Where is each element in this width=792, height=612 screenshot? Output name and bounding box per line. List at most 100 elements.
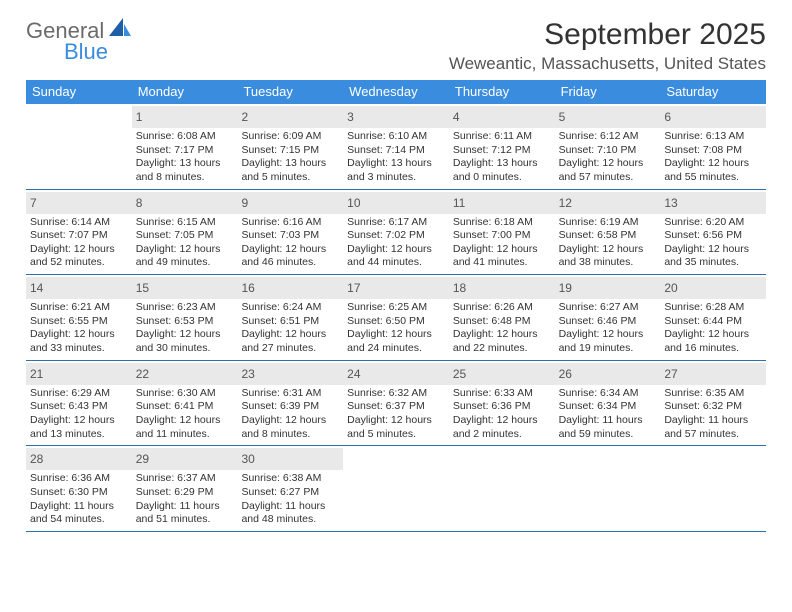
day-header: Saturday <box>660 80 766 104</box>
day-number: 24 <box>347 367 360 381</box>
day-number: 25 <box>453 367 466 381</box>
info-line: Sunset: 6:43 PM <box>30 400 128 414</box>
day-cell <box>26 104 132 189</box>
day-number-row: 26 <box>555 363 661 385</box>
day-number-row: 22 <box>132 363 238 385</box>
day-number-row: 28 <box>26 448 132 470</box>
day-info: Sunrise: 6:29 AMSunset: 6:43 PMDaylight:… <box>30 387 128 442</box>
day-number-row: 30 <box>237 448 343 470</box>
day-info: Sunrise: 6:35 AMSunset: 6:32 PMDaylight:… <box>664 387 762 442</box>
day-cell: 1Sunrise: 6:08 AMSunset: 7:17 PMDaylight… <box>132 104 238 189</box>
info-line: Daylight: 13 hours and 8 minutes. <box>136 157 234 184</box>
day-info: Sunrise: 6:21 AMSunset: 6:55 PMDaylight:… <box>30 301 128 356</box>
calendar-page: General Blue September 2025 Weweantic, M… <box>0 0 792 532</box>
day-cell: 9Sunrise: 6:16 AMSunset: 7:03 PMDaylight… <box>237 190 343 275</box>
day-number-row: 4 <box>449 106 555 128</box>
day-info: Sunrise: 6:28 AMSunset: 6:44 PMDaylight:… <box>664 301 762 356</box>
day-number: 6 <box>664 110 671 124</box>
day-cell: 8Sunrise: 6:15 AMSunset: 7:05 PMDaylight… <box>132 190 238 275</box>
info-line: Sunset: 7:10 PM <box>559 144 657 158</box>
day-number: 11 <box>453 196 465 210</box>
info-line: Sunset: 6:46 PM <box>559 315 657 329</box>
day-number: 13 <box>664 196 677 210</box>
day-cell: 12Sunrise: 6:19 AMSunset: 6:58 PMDayligh… <box>555 190 661 275</box>
info-line: Sunset: 7:15 PM <box>241 144 339 158</box>
day-cell: 19Sunrise: 6:27 AMSunset: 6:46 PMDayligh… <box>555 275 661 360</box>
day-number: 16 <box>241 281 254 295</box>
day-number: 19 <box>559 281 572 295</box>
info-line: Daylight: 12 hours and 44 minutes. <box>347 243 445 270</box>
info-line: Sunrise: 6:30 AM <box>136 387 234 401</box>
day-number-row: 17 <box>343 277 449 299</box>
day-cell: 10Sunrise: 6:17 AMSunset: 7:02 PMDayligh… <box>343 190 449 275</box>
day-number: 29 <box>136 452 149 466</box>
day-number-row: 15 <box>132 277 238 299</box>
info-line: Daylight: 13 hours and 3 minutes. <box>347 157 445 184</box>
info-line: Daylight: 12 hours and 11 minutes. <box>136 414 234 441</box>
day-cell: 3Sunrise: 6:10 AMSunset: 7:14 PMDaylight… <box>343 104 449 189</box>
day-info: Sunrise: 6:32 AMSunset: 6:37 PMDaylight:… <box>347 387 445 442</box>
info-line: Sunset: 6:44 PM <box>664 315 762 329</box>
day-number: 18 <box>453 281 466 295</box>
day-number-row: 9 <box>237 192 343 214</box>
info-line: Daylight: 12 hours and 57 minutes. <box>559 157 657 184</box>
info-line: Daylight: 13 hours and 5 minutes. <box>241 157 339 184</box>
day-number: 17 <box>347 281 360 295</box>
day-number: 14 <box>30 281 43 295</box>
info-line: Sunset: 6:30 PM <box>30 486 128 500</box>
info-line: Daylight: 12 hours and 38 minutes. <box>559 243 657 270</box>
day-cell: 21Sunrise: 6:29 AMSunset: 6:43 PMDayligh… <box>26 361 132 446</box>
day-number-row: 5 <box>555 106 661 128</box>
info-line: Sunrise: 6:28 AM <box>664 301 762 315</box>
day-cell: 13 Sunrise: 6:20 AMSunset: 6:56 PMDayligh… <box>660 190 766 275</box>
info-line: Sunrise: 6:26 AM <box>453 301 551 315</box>
info-line: Sunset: 6:29 PM <box>136 486 234 500</box>
info-line: Sunrise: 6:32 AM <box>347 387 445 401</box>
info-line: Sunrise: 6:11 AM <box>453 130 551 144</box>
day-number: 4 <box>453 110 460 124</box>
day-cell: 14 Sunrise: 6:21 AMSunset: 6:55 PMDayligh… <box>26 275 132 360</box>
day-info: Sunrise: 6:30 AMSunset: 6:41 PMDaylight:… <box>136 387 234 442</box>
day-info: Sunrise: 6:20 AMSunset: 6:56 PMDaylight:… <box>664 216 762 271</box>
info-line: Sunset: 6:58 PM <box>559 229 657 243</box>
day-info: Sunrise: 6:25 AMSunset: 6:50 PMDaylight:… <box>347 301 445 356</box>
info-line: Sunset: 6:32 PM <box>664 400 762 414</box>
day-header: Wednesday <box>343 80 449 104</box>
info-line: Daylight: 12 hours and 13 minutes. <box>30 414 128 441</box>
page-header: General Blue September 2025 Weweantic, M… <box>26 18 766 74</box>
info-line: Sunset: 7:07 PM <box>30 229 128 243</box>
day-number-row: 10 <box>343 192 449 214</box>
day-number-row: 24 <box>343 363 449 385</box>
info-line: Sunrise: 6:34 AM <box>559 387 657 401</box>
day-header: Monday <box>132 80 238 104</box>
day-info: Sunrise: 6:38 AMSunset: 6:27 PMDaylight:… <box>241 472 339 527</box>
info-line: Daylight: 12 hours and 22 minutes. <box>453 328 551 355</box>
day-cell: 18Sunrise: 6:26 AMSunset: 6:48 PMDayligh… <box>449 275 555 360</box>
day-cell: 22Sunrise: 6:30 AMSunset: 6:41 PMDayligh… <box>132 361 238 446</box>
day-header: Tuesday <box>237 80 343 104</box>
info-line: Sunrise: 6:08 AM <box>136 130 234 144</box>
day-number-row: 12 <box>555 192 661 214</box>
day-cell: 24 Sunrise: 6:32 AMSunset: 6:37 PMDayligh… <box>343 361 449 446</box>
info-line: Sunset: 6:41 PM <box>136 400 234 414</box>
day-number: 27 <box>664 367 677 381</box>
info-line: Sunrise: 6:20 AM <box>664 216 762 230</box>
info-line: Sunrise: 6:23 AM <box>136 301 234 315</box>
info-line: Sunrise: 6:13 AM <box>664 130 762 144</box>
info-line: Daylight: 12 hours and 46 minutes. <box>241 243 339 270</box>
day-cell: 29Sunrise: 6:37 AMSunset: 6:29 PMDayligh… <box>132 446 238 531</box>
info-line: Sunrise: 6:33 AM <box>453 387 551 401</box>
day-cell: 4Sunrise: 6:11 AMSunset: 7:12 PMDaylight… <box>449 104 555 189</box>
day-info: Sunrise: 6:10 AMSunset: 7:14 PMDaylight:… <box>347 130 445 185</box>
day-info: Sunrise: 6:14 AMSunset: 7:07 PMDaylight:… <box>30 216 128 271</box>
day-cell: 16Sunrise: 6:24 AMSunset: 6:51 PMDayligh… <box>237 275 343 360</box>
info-line: Sunrise: 6:25 AM <box>347 301 445 315</box>
info-line: Daylight: 12 hours and 24 minutes. <box>347 328 445 355</box>
day-info: Sunrise: 6:31 AMSunset: 6:39 PMDaylight:… <box>241 387 339 442</box>
day-info: Sunrise: 6:08 AMSunset: 7:17 PMDaylight:… <box>136 130 234 185</box>
day-cell: 25Sunrise: 6:33 AMSunset: 6:36 PMDayligh… <box>449 361 555 446</box>
info-line: Sunrise: 6:14 AM <box>30 216 128 230</box>
day-number: 28 <box>30 452 43 466</box>
sail-icon <box>109 18 131 43</box>
logo-text-block: General Blue <box>26 18 131 63</box>
